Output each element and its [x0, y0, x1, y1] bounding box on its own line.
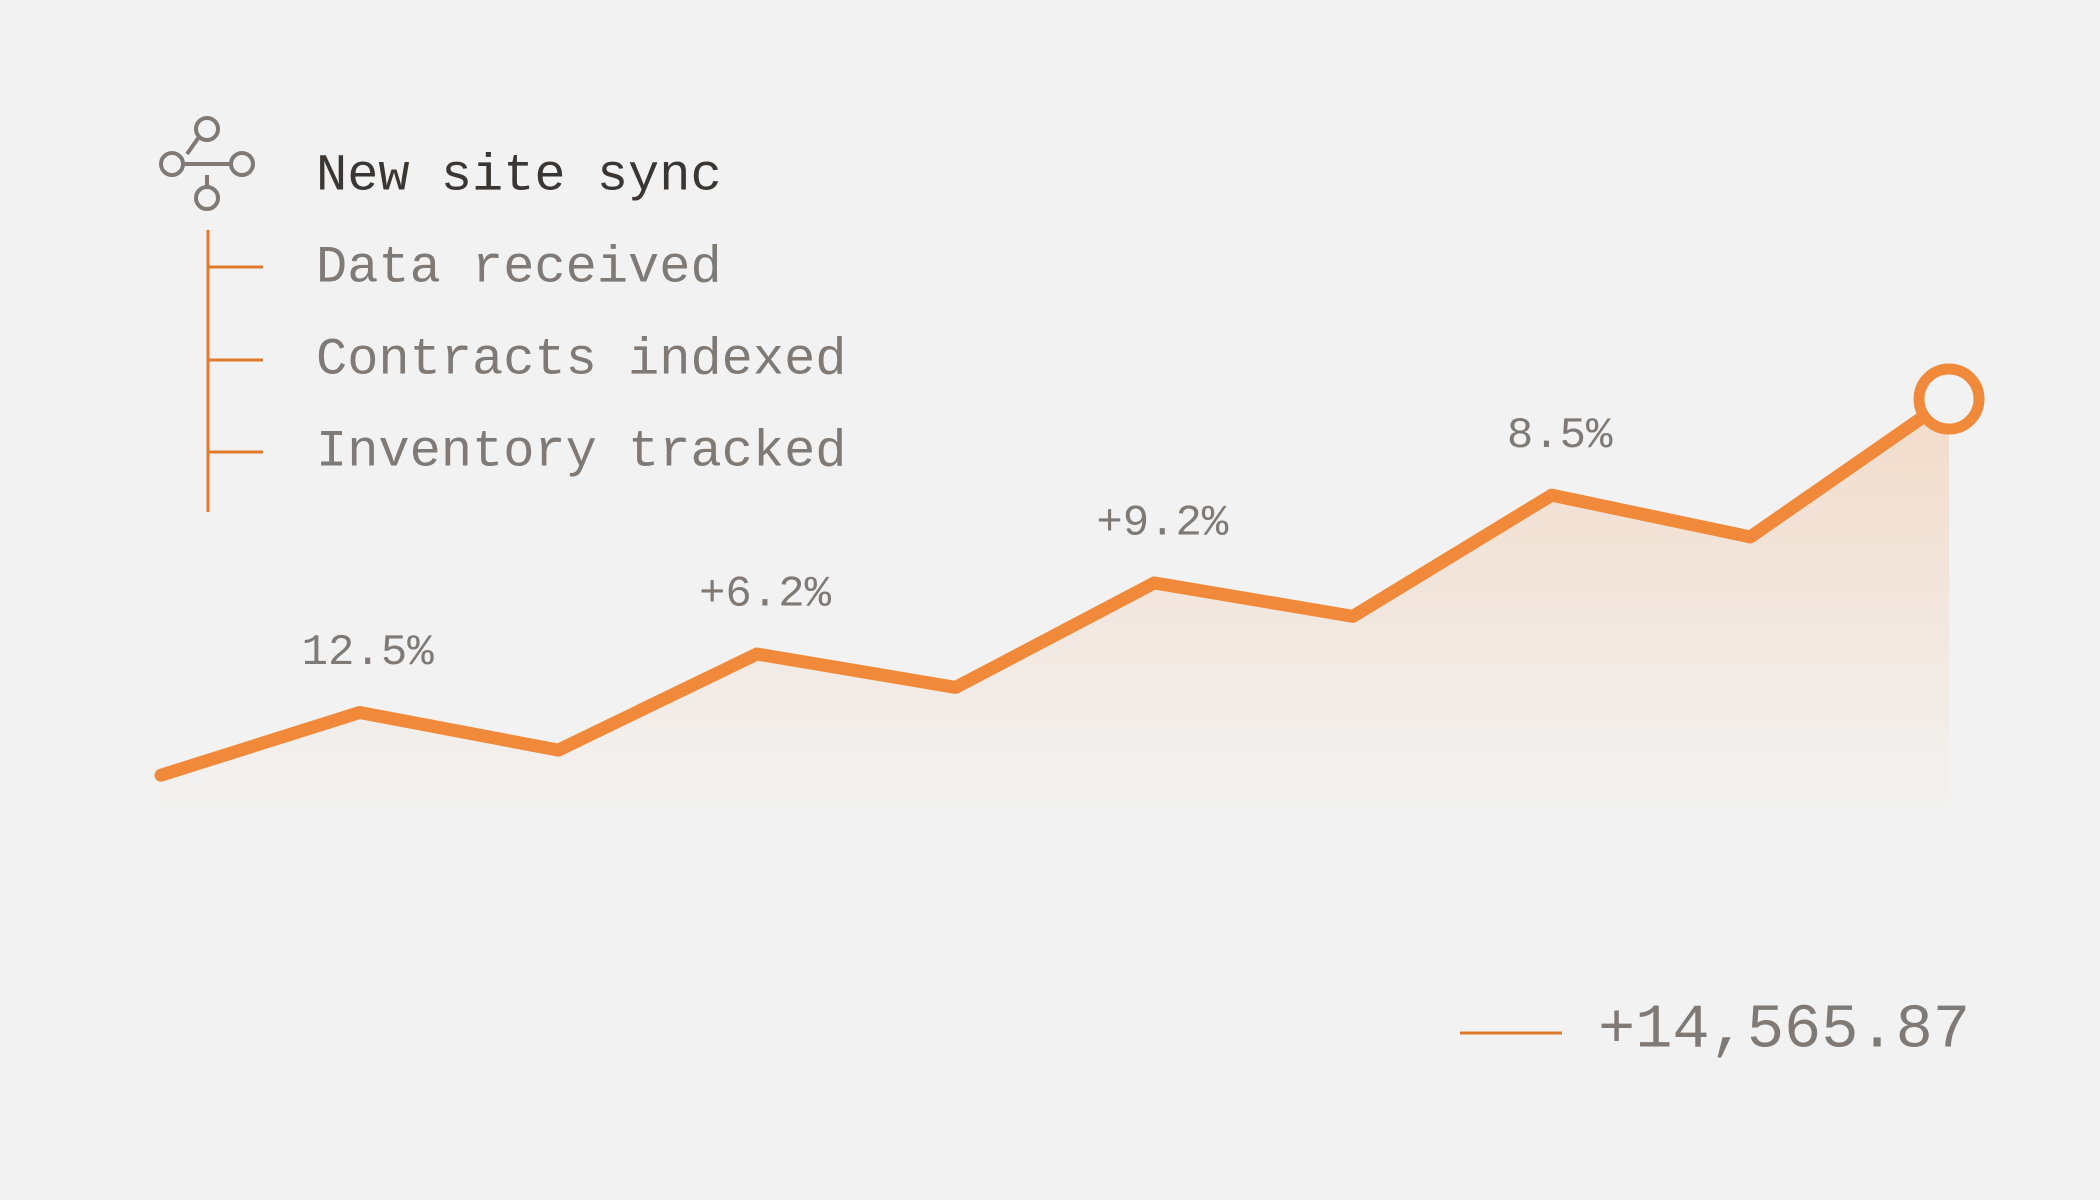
tree-item: Inventory tracked: [316, 423, 847, 482]
annotation: 8.5%: [1507, 411, 1613, 461]
end-marker: [1913, 363, 1985, 435]
sync-icon: [159, 116, 255, 211]
annotation: +6.2%: [699, 570, 832, 620]
legend-label: +14,565.87: [1598, 994, 1970, 1065]
annotation: +9.2%: [1096, 499, 1229, 549]
tree-item: Contracts indexed: [316, 331, 847, 390]
tree-item: Data received: [316, 239, 722, 298]
tree-title: New site sync: [316, 147, 722, 206]
annotation: 12.5%: [302, 628, 435, 678]
line: [154, 392, 1956, 782]
area-fill: [161, 399, 1949, 817]
tree-lines: [206, 230, 263, 512]
